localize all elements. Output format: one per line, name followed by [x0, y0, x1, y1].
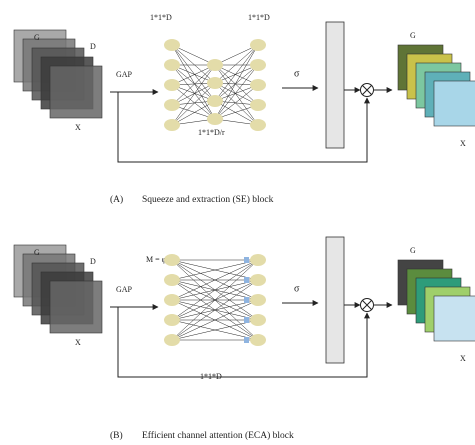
node [164, 119, 180, 131]
weight [244, 297, 249, 303]
label: G [34, 248, 40, 257]
feature-map [50, 281, 102, 333]
label: G [34, 33, 40, 42]
label: 1*1*D [150, 13, 172, 22]
node [250, 254, 266, 266]
feature-map [50, 66, 102, 118]
caption: Efficient channel attention (ECA) block [142, 430, 294, 441]
label: GAP [116, 70, 133, 79]
node [250, 79, 266, 91]
label: 1*1*D/r [198, 128, 225, 137]
node [250, 294, 266, 306]
label: 1*1*D [248, 13, 270, 22]
weight [244, 337, 249, 343]
node [164, 294, 180, 306]
label: G [410, 246, 416, 255]
label: σ [294, 68, 300, 79]
weight-bar [326, 22, 344, 148]
feature-map [434, 81, 475, 126]
node [164, 39, 180, 51]
node [250, 59, 266, 71]
caption-tag: (B) [110, 430, 123, 441]
node [207, 95, 223, 107]
caption-tag: (A) [110, 194, 123, 205]
node [207, 59, 223, 71]
label: X [75, 123, 81, 132]
node [164, 59, 180, 71]
weight-bar [326, 237, 344, 363]
node [207, 113, 223, 125]
label: 1*1*D [200, 372, 222, 381]
node [207, 77, 223, 89]
weight [244, 257, 249, 263]
label: GAP [116, 285, 133, 294]
diagram: G D X GAP 1*1*D 1*1*D 1*1*D/r σ G X (A) Squeeze and… [0, 0, 475, 445]
label: G [410, 31, 416, 40]
node [250, 274, 266, 286]
weight [244, 277, 249, 283]
node [164, 314, 180, 326]
label: σ [294, 283, 300, 294]
panel: G D X GAP 1*1*D 1*1*D 1*1*D/r σ G X [14, 13, 475, 162]
node [164, 254, 180, 266]
weight [244, 317, 249, 323]
caption: Squeeze and extraction (SE) block [142, 194, 274, 205]
label: X [460, 354, 466, 363]
node [250, 334, 266, 346]
label: X [75, 338, 81, 347]
label: D [90, 257, 96, 266]
node [250, 314, 266, 326]
feature-map [434, 296, 475, 341]
node [250, 39, 266, 51]
label: D [90, 42, 96, 51]
node [164, 274, 180, 286]
node [164, 99, 180, 111]
node [250, 119, 266, 131]
node [250, 99, 266, 111]
node [164, 334, 180, 346]
label: X [460, 139, 466, 148]
node [164, 79, 180, 91]
